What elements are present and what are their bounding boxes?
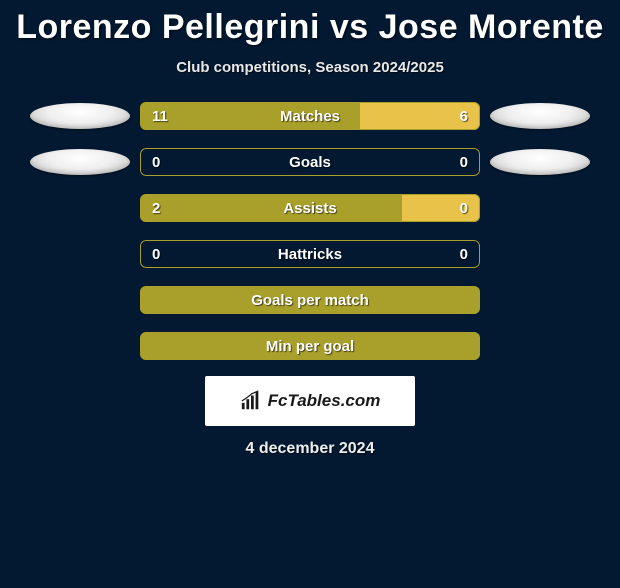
left-badge-cell (20, 194, 140, 222)
stat-bar: 20Assists (140, 194, 480, 222)
player-badge-left (30, 103, 130, 129)
right-badge-cell (480, 332, 600, 360)
player-badge-right (490, 149, 590, 175)
right-badge-cell (480, 286, 600, 314)
left-badge-cell (20, 332, 140, 360)
left-badge-cell (20, 240, 140, 268)
stat-row: 00Goals (20, 148, 600, 176)
stat-bar: 00Hattricks (140, 240, 480, 268)
credit-text: FcTables.com (268, 391, 381, 411)
right-badge-cell (480, 148, 600, 176)
left-badge-cell (20, 102, 140, 130)
stat-bar: 116Matches (140, 102, 480, 130)
stats-container: 116Matches 00Goals 20Assists 00Hattricks Goa… (0, 102, 620, 360)
page-title: Lorenzo Pellegrini vs Jose Morente (0, 8, 620, 47)
stat-row: 116Matches (20, 102, 600, 130)
stat-label: Goals per match (140, 286, 480, 314)
stat-label: Goals (140, 148, 480, 176)
right-badge-cell (480, 194, 600, 222)
stat-label: Matches (140, 102, 480, 130)
stat-label: Assists (140, 194, 480, 222)
stat-row: Goals per match (20, 286, 600, 314)
stat-row: Min per goal (20, 332, 600, 360)
player-badge-right (490, 103, 590, 129)
stat-bar: Min per goal (140, 332, 480, 360)
stat-bar: Goals per match (140, 286, 480, 314)
credit-badge: FcTables.com (205, 376, 415, 426)
footer-date: 4 december 2024 (0, 440, 620, 458)
left-badge-cell (20, 148, 140, 176)
player-badge-left (30, 149, 130, 175)
chart-icon (240, 390, 262, 412)
page-subtitle: Club competitions, Season 2024/2025 (0, 59, 620, 76)
stat-row: 00Hattricks (20, 240, 600, 268)
stat-label: Hattricks (140, 240, 480, 268)
stat-label: Min per goal (140, 332, 480, 360)
stat-bar: 00Goals (140, 148, 480, 176)
stat-row: 20Assists (20, 194, 600, 222)
right-badge-cell (480, 102, 600, 130)
right-badge-cell (480, 240, 600, 268)
left-badge-cell (20, 286, 140, 314)
